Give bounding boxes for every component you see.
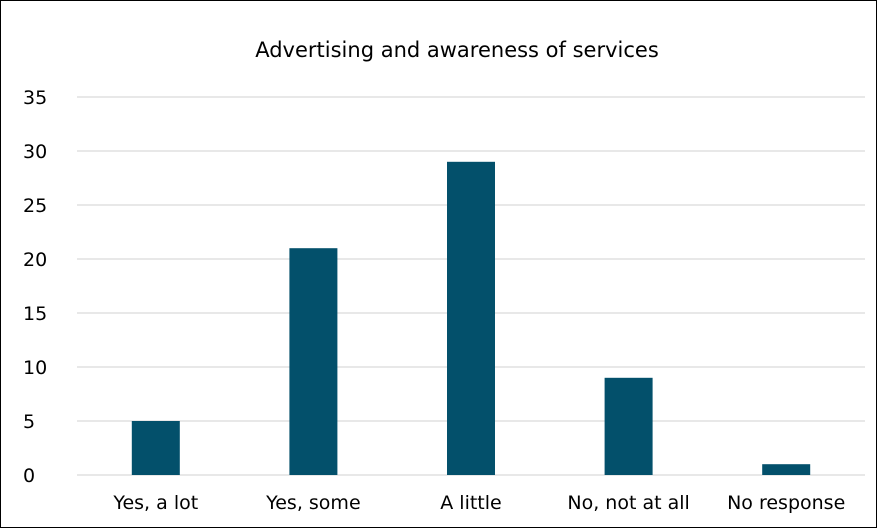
bar-no-response <box>762 464 811 475</box>
y-tick-label: 25 <box>23 195 47 217</box>
x-tick-label: Yes, a lot <box>112 492 198 514</box>
bar-yes-a-lot <box>131 421 180 475</box>
y-tick-label: 30 <box>23 141 47 163</box>
x-axis-ticks: Yes, a lot Yes, some A little No, not at al… <box>112 492 845 514</box>
x-tick-label: Yes, some <box>265 492 360 514</box>
x-tick-label: No, not at all <box>567 492 689 514</box>
y-tick-label: 20 <box>23 249 47 271</box>
chart-title: Advertising and awareness of services <box>255 38 659 62</box>
bars <box>131 161 811 476</box>
y-tick-label: 35 <box>23 87 47 109</box>
y-tick-label: 10 <box>23 357 47 379</box>
bar-yes-some <box>289 248 338 475</box>
y-tick-label: 15 <box>23 303 47 325</box>
y-tick-label: 0 <box>23 465 35 487</box>
x-tick-label: A little <box>440 492 501 514</box>
x-tick-label: No response <box>727 492 845 514</box>
y-tick-label: 5 <box>23 411 35 433</box>
bar-no-not-at-all <box>604 377 653 475</box>
bar-a-little <box>447 161 495 476</box>
y-axis-ticks: 0 5 10 15 20 25 30 35 <box>23 87 47 487</box>
